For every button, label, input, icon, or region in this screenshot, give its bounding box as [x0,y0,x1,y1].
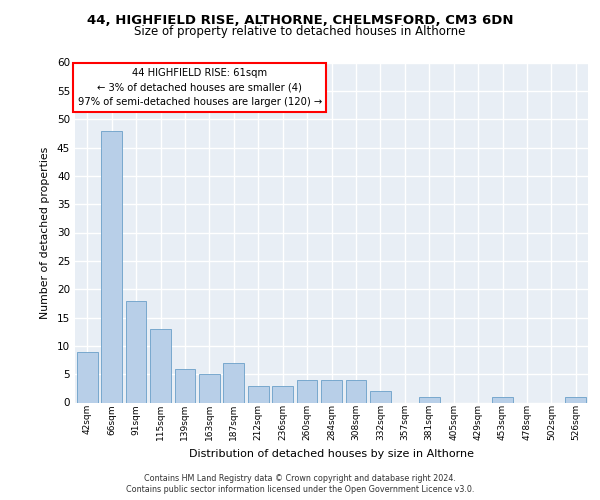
Bar [419,397,440,402]
Bar [272,386,293,402]
Bar [175,368,196,402]
Bar [346,380,367,402]
Bar [321,380,342,402]
Text: 44, HIGHFIELD RISE, ALTHORNE, CHELMSFORD, CM3 6DN: 44, HIGHFIELD RISE, ALTHORNE, CHELMSFORD… [87,14,513,27]
Text: Size of property relative to detached houses in Althorne: Size of property relative to detached ho… [134,25,466,38]
Bar [199,374,220,402]
Bar [101,130,122,402]
Bar [223,363,244,403]
Bar [492,397,513,402]
Text: Contains HM Land Registry data © Crown copyright and database right 2024.
Contai: Contains HM Land Registry data © Crown c… [126,474,474,494]
Bar [565,397,586,402]
Bar [248,386,269,402]
Text: 44 HIGHFIELD RISE: 61sqm
← 3% of detached houses are smaller (4)
97% of semi-det: 44 HIGHFIELD RISE: 61sqm ← 3% of detache… [77,68,322,107]
Y-axis label: Number of detached properties: Number of detached properties [40,146,50,318]
Bar [296,380,317,402]
Bar [150,329,171,402]
Bar [77,352,98,403]
Bar [125,300,146,402]
X-axis label: Distribution of detached houses by size in Althorne: Distribution of detached houses by size … [189,448,474,458]
Bar [370,391,391,402]
